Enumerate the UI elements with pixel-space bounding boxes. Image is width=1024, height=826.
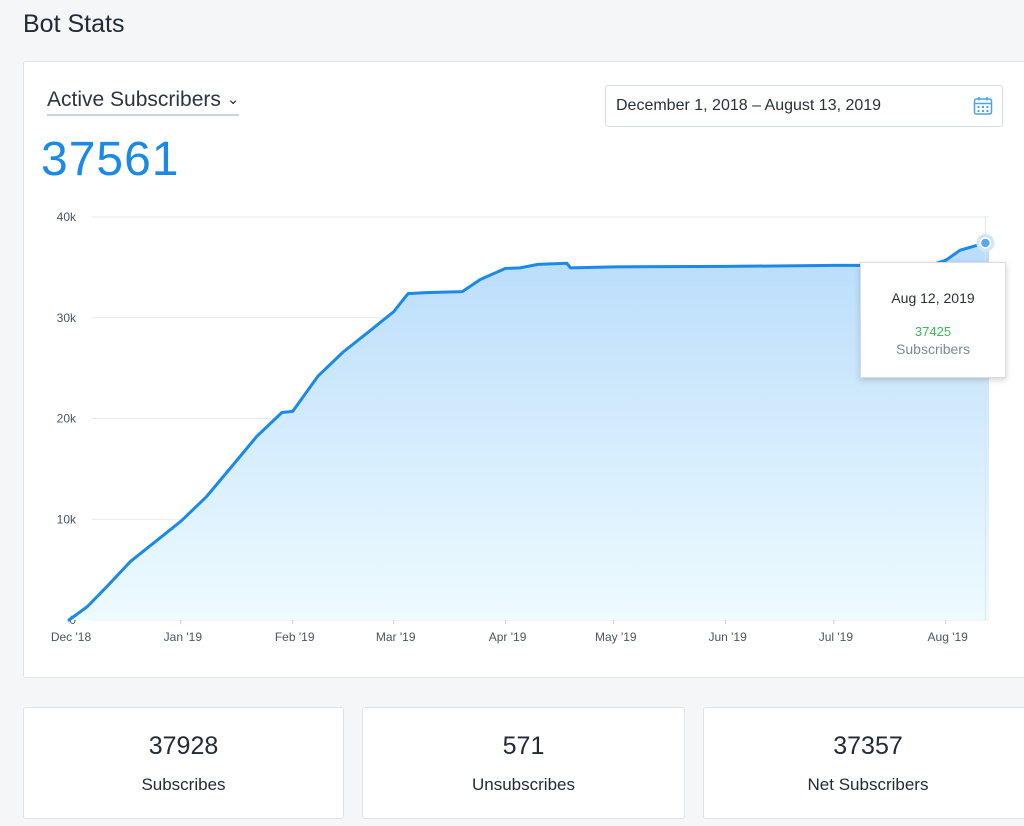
subscribers-area (69, 241, 989, 620)
unsubscribes-value: 571 (502, 732, 545, 760)
hover-point (979, 237, 992, 249)
x-tick-label: Jan '19 (164, 630, 203, 644)
active-subscribers-count: 37561 (41, 133, 180, 186)
subscribes-label: Subscribes (141, 775, 226, 794)
tooltip-value: 37425 (914, 324, 952, 339)
x-tick-label: Feb '19 (275, 630, 315, 644)
y-tick-label: 30k (57, 311, 77, 325)
x-tick-label: Dec '18 (51, 630, 92, 644)
tooltip-date: Aug 12, 2019 (891, 290, 975, 306)
y-tick-label: 10k (57, 512, 77, 526)
x-tick-label: Aug '19 (928, 630, 969, 644)
calendar-icon[interactable] (973, 96, 993, 116)
metric-dropdown-label: Active Subscribers (47, 88, 221, 111)
y-tick-label: 40k (57, 210, 77, 224)
x-tick-label: Jul '19 (819, 630, 854, 644)
date-range-picker[interactable]: December 1, 2018 – August 13, 2019 (605, 85, 1003, 127)
net-subscribers-value: 37357 (833, 732, 903, 760)
chevron-down-icon: ⌄ (226, 91, 240, 108)
chart-tooltip: Aug 12, 2019 37425 Subscribers (860, 262, 1006, 378)
net-subscribers-card: 37357 Net Subscribers (703, 707, 1024, 819)
unsubscribes-label: Unsubscribes (472, 775, 575, 794)
net-subscribers-label: Net Subscribers (807, 775, 929, 794)
x-tick-label: Apr '19 (489, 630, 527, 644)
x-tick-label: Jun '19 (708, 630, 747, 644)
date-range-value: December 1, 2018 – August 13, 2019 (616, 97, 882, 114)
y-tick-label: 20k (57, 412, 77, 426)
x-tick-label: Mar '19 (376, 630, 416, 644)
unsubscribes-card: 571 Unsubscribes (362, 707, 685, 819)
tooltip-label: Subscribers (896, 341, 970, 357)
subscribes-value: 37928 (148, 732, 219, 760)
x-tick-label: May '19 (595, 630, 637, 644)
metric-dropdown[interactable]: Active Subscribers ⌄ (47, 88, 240, 116)
page-title: Bot Stats (23, 10, 125, 38)
subscribes-card: 37928 Subscribes (23, 707, 344, 819)
